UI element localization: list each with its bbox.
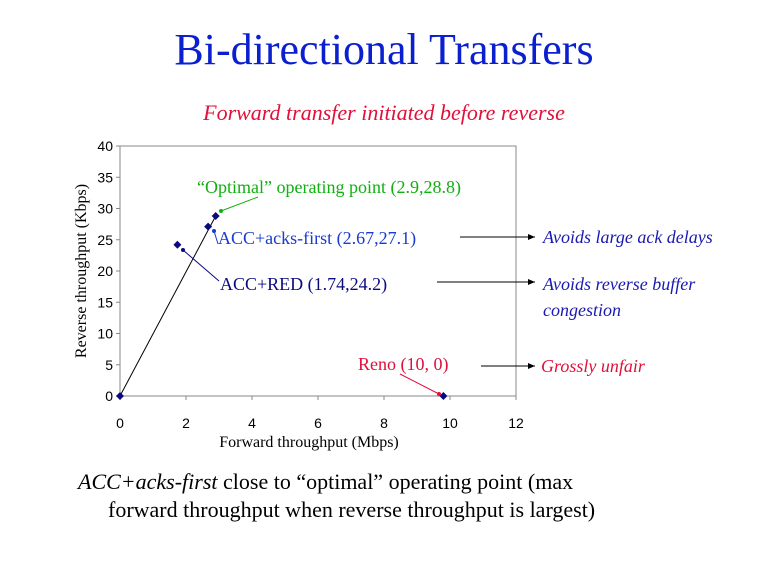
data-point xyxy=(116,392,124,400)
x-tick-label: 4 xyxy=(248,415,256,431)
annotation-arrow xyxy=(182,249,220,282)
y-tick-label: 20 xyxy=(97,263,113,279)
conclusion-line2: forward throughput when reverse throughp… xyxy=(108,497,596,522)
series-line xyxy=(119,215,217,397)
note-arrowhead xyxy=(528,363,535,369)
arrowhead xyxy=(219,209,223,213)
data-point xyxy=(173,240,182,249)
y-tick-label: 15 xyxy=(97,294,113,310)
conclusion-rest: close to “optimal” operating point (max xyxy=(217,469,574,494)
y-axis-label: Reverse throughput (Kbps) xyxy=(73,184,90,358)
x-tick-label: 12 xyxy=(508,415,524,431)
note-arrowhead xyxy=(528,279,535,285)
annotation-label: Reno (10, 0) xyxy=(358,354,448,375)
note-line2: congestion xyxy=(543,300,621,320)
note-unfair: Grossly unfair xyxy=(541,356,645,376)
annotation-arrow xyxy=(213,230,219,245)
x-tick-label: 0 xyxy=(116,415,124,431)
x-tick-label: 6 xyxy=(314,415,322,431)
y-tick-label: 25 xyxy=(97,232,113,248)
arrowhead xyxy=(212,229,216,233)
x-tick-label: 8 xyxy=(380,415,388,431)
annotation-label: ACC+acks-first (2.67,27.1) xyxy=(218,228,416,249)
note-arrowhead xyxy=(528,234,535,240)
arrowhead xyxy=(181,248,185,252)
conclusion-italic: ACC+acks-first xyxy=(78,469,218,494)
slide-title: Bi-directional Transfers xyxy=(174,25,594,74)
x-tick-label: 2 xyxy=(182,415,190,431)
conclusion: ACC+acks-first close to “optimal” operat… xyxy=(78,468,718,524)
arrowhead xyxy=(437,392,441,396)
y-tick-label: 40 xyxy=(97,138,113,154)
y-tick-label: 10 xyxy=(97,326,113,342)
plot-frame xyxy=(120,145,517,396)
data-point xyxy=(211,212,220,220)
note-ack-delays: Avoids large ack delays xyxy=(543,227,713,247)
y-tick-label: 5 xyxy=(105,357,113,373)
annotation-arrow xyxy=(220,196,259,212)
y-tick-label: 35 xyxy=(97,169,113,185)
y-tick-label: 30 xyxy=(97,201,113,217)
annotation-label: ACC+RED (1.74,24.2) xyxy=(220,274,387,295)
x-tick-label: 10 xyxy=(442,415,458,431)
y-tick-label: 0 xyxy=(105,388,113,404)
data-point xyxy=(204,222,213,231)
x-axis-label: Forward throughput (Mbps) xyxy=(219,434,399,451)
data-point xyxy=(439,392,448,400)
annotation-arrow xyxy=(399,373,440,395)
note-buffer-congestion: Avoids reverse buffer congestion xyxy=(543,271,695,323)
note-line1: Avoids reverse buffer xyxy=(543,274,696,294)
slide-subtitle: Forward transfer initiated before revers… xyxy=(203,100,565,125)
annotation-label: “Optimal” operating point (2.9,28.8) xyxy=(197,177,461,198)
